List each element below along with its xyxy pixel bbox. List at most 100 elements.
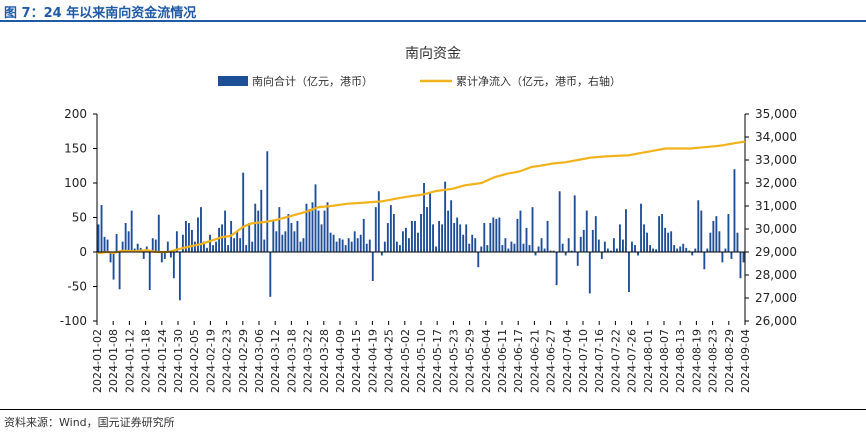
x-tick-label: 2024-08-13 <box>674 329 687 393</box>
bar <box>600 252 603 259</box>
right-tick-label: 31,000 <box>755 199 797 213</box>
bar <box>543 248 546 252</box>
bar <box>308 209 311 252</box>
bar <box>97 224 100 252</box>
bar <box>489 223 492 252</box>
bar <box>700 210 703 252</box>
x-tick-label: 2024-05-17 <box>431 329 444 393</box>
bar <box>528 245 531 252</box>
bar <box>625 209 627 252</box>
bar <box>263 239 266 252</box>
bar <box>715 216 718 252</box>
bar <box>151 238 154 252</box>
bar <box>191 229 193 252</box>
bar <box>697 200 700 252</box>
right-tick-label: 29,000 <box>755 245 797 259</box>
bar <box>411 220 413 252</box>
bar <box>157 214 160 252</box>
bar <box>332 234 335 252</box>
x-tick-label: 2024-02-05 <box>188 329 201 393</box>
legend-bar-swatch <box>218 76 248 86</box>
x-tick-label: 2024-01-18 <box>140 329 153 393</box>
bar <box>293 231 296 252</box>
bar <box>347 238 350 252</box>
bar <box>115 234 118 252</box>
bar <box>492 217 495 252</box>
bar <box>302 238 305 252</box>
bar <box>579 236 582 252</box>
x-tick-label: 2024-01-30 <box>172 329 185 393</box>
top-rule <box>0 20 866 22</box>
bar <box>612 238 615 252</box>
bar <box>314 184 317 252</box>
bar <box>739 252 742 279</box>
left-tick-label: 0 <box>79 245 87 259</box>
bar <box>673 245 676 252</box>
x-axis: 2024-01-02 2024-01-08 2024-01-12 2024-01-18… <box>91 251 752 393</box>
bar <box>251 241 254 252</box>
bar <box>344 245 347 252</box>
bar <box>426 207 428 252</box>
left-tick-label: -100 <box>60 314 87 328</box>
bar <box>127 231 130 252</box>
bar <box>296 220 299 252</box>
x-tick-label: 2024-05-10 <box>415 329 428 393</box>
bar <box>423 183 425 252</box>
bar <box>254 203 257 252</box>
bar <box>513 243 516 252</box>
bar <box>631 241 633 252</box>
bar <box>305 203 308 252</box>
x-tick-label: 2024-08-07 <box>658 329 671 393</box>
bar <box>299 241 302 252</box>
x-tick-label: 2024-02-29 <box>237 329 250 393</box>
legend-bar-label: 南向合计（亿元，港币） <box>252 74 373 88</box>
bar <box>106 239 109 252</box>
bar <box>576 252 579 266</box>
x-tick-label: 2024-08-23 <box>707 329 720 393</box>
bar <box>480 246 483 252</box>
bar <box>121 241 124 252</box>
bar <box>450 200 453 252</box>
right-tick-label: 30,000 <box>755 222 797 236</box>
bar <box>136 243 139 252</box>
bar <box>628 252 630 293</box>
bar <box>703 252 706 270</box>
bar <box>112 252 115 280</box>
bar <box>709 232 712 252</box>
bar <box>371 252 374 281</box>
bar <box>356 238 359 252</box>
x-tick-label: 2024-03-28 <box>318 329 331 393</box>
right-axis: 26,000 27,000 28,000 29,000 30,000 31,000 32,0… <box>744 107 797 328</box>
bar <box>679 246 682 252</box>
bar <box>531 207 534 252</box>
bar <box>468 243 471 252</box>
bar <box>100 205 103 252</box>
bar <box>383 241 386 252</box>
bar <box>561 243 564 252</box>
bar <box>224 210 227 252</box>
bar <box>643 224 645 252</box>
bar <box>368 239 371 252</box>
bar <box>742 252 745 263</box>
bar <box>181 234 184 252</box>
bar <box>727 214 730 252</box>
bar <box>350 241 353 252</box>
bar <box>546 220 549 252</box>
right-tick-label: 26,000 <box>755 314 797 328</box>
bar <box>736 232 739 252</box>
bar <box>215 241 217 252</box>
bar <box>582 229 585 252</box>
bar <box>317 210 320 252</box>
bar <box>218 227 220 252</box>
x-tick-label: 2024-07-16 <box>593 329 606 393</box>
bar <box>166 241 169 252</box>
bar <box>414 220 416 252</box>
bar <box>429 193 431 252</box>
bar <box>386 223 389 252</box>
left-tick-label: 100 <box>64 176 87 190</box>
bar <box>564 252 567 256</box>
x-tick-label: 2024-06-04 <box>480 329 493 393</box>
x-tick-label: 2024-04-19 <box>366 329 379 393</box>
bar <box>200 207 202 252</box>
bar <box>260 189 263 252</box>
